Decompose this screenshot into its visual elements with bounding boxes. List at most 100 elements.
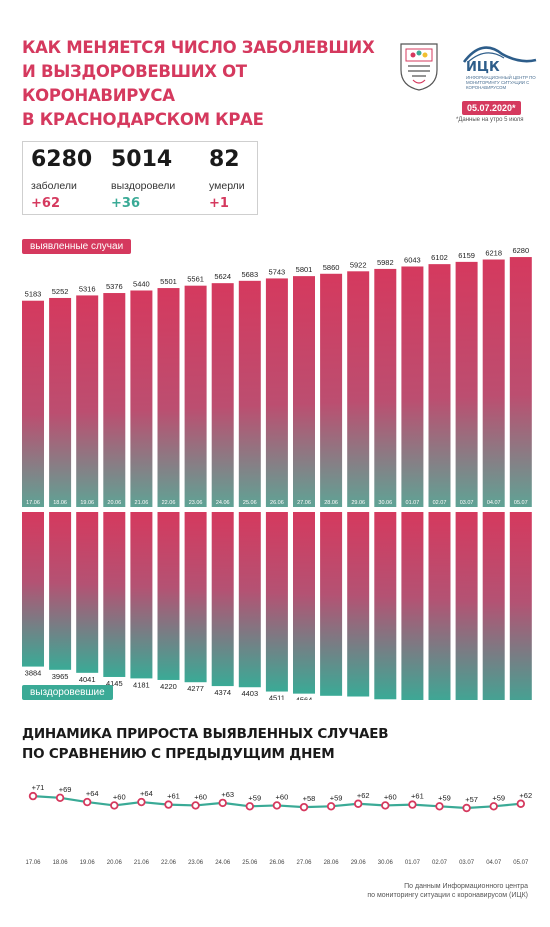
trend-date-label: 28.06 <box>324 860 340 866</box>
bar-date-label: 22.06 <box>162 500 176 506</box>
trend-point <box>516 799 525 808</box>
bar-recovered-value-label: 4181 <box>133 680 150 689</box>
bar-recovered <box>238 512 261 688</box>
stat-cases-delta: +62 <box>31 196 60 211</box>
bar-cases <box>455 261 478 507</box>
trend-point <box>326 802 336 811</box>
bar-cases <box>401 266 424 507</box>
trend-point <box>82 797 92 807</box>
bar-cases-value-label: 5252 <box>52 287 69 296</box>
bar-recovered <box>374 512 397 700</box>
trend-date-label: 20.06 <box>107 860 123 866</box>
trend-point <box>381 801 390 810</box>
bar-cases-value-label: 6218 <box>485 249 502 258</box>
trend-point <box>28 791 38 801</box>
bar-recovered-value-label: 4618 <box>323 698 340 700</box>
bar-cases <box>184 285 207 507</box>
cases-recovered-bar-chart: 5183 3884 17.06 5252 3965 18.06 5316 4041 19.06 5… <box>22 246 532 700</box>
bar-cases-value-label: 5860 <box>323 263 340 272</box>
bar-date-label: 24.06 <box>216 500 230 506</box>
bar-date-label: 21.06 <box>135 500 149 506</box>
trend-point <box>164 800 173 809</box>
bar-recovered <box>157 512 180 680</box>
bar-cases <box>76 295 99 507</box>
page-title: Как меняется число заболевших и выздоров… <box>22 36 402 132</box>
title-line-3: в Краснодарском крае <box>22 110 264 129</box>
stat-recovered-label: выздоровели <box>111 180 176 192</box>
trend-date-label: 17.06 <box>25 860 41 866</box>
trend-date-label: 26.06 <box>269 860 285 866</box>
trend-date-label: 04.07 <box>486 860 502 866</box>
stats-panel: 6280 заболели +62 5014 выздоровели +36 8… <box>22 141 258 215</box>
trend-point <box>489 802 498 811</box>
trend-point <box>137 797 146 807</box>
trend-value-label: +61 <box>167 792 180 801</box>
bar-date-label: 20.06 <box>107 500 121 506</box>
bar-cases-value-label: 5561 <box>187 275 204 284</box>
bar-recovered-value-label: 3884 <box>25 669 42 678</box>
bar-date-label: 04.07 <box>487 500 501 506</box>
bar-recovered <box>509 512 532 700</box>
logo-name: ИЦК <box>466 60 500 75</box>
bar-recovered-value-label: 4564 <box>296 696 313 700</box>
trend-value-label: +62 <box>357 791 370 800</box>
bar-recovered <box>184 512 207 683</box>
bar-cases-value-label: 6280 <box>512 246 529 255</box>
bar-date-label: 01.07 <box>406 500 420 506</box>
bar-recovered <box>103 512 126 677</box>
bar-date-label: 05.07 <box>514 500 528 506</box>
itsk-logo-icon <box>462 46 537 63</box>
bar-cases <box>482 259 505 507</box>
stat-cases: 6280 заболели +62 <box>31 148 92 212</box>
bar-cases-value-label: 6043 <box>404 255 421 264</box>
trend-value-label: +57 <box>465 795 478 804</box>
trend-value-label: +69 <box>59 785 72 794</box>
trend-value-label: +62 <box>519 791 532 800</box>
bar-recovered <box>22 512 44 667</box>
bar-cases-value-label: 5683 <box>241 270 258 279</box>
bar-recovered-value-label: 4511 <box>269 694 285 700</box>
bar-recovered-value-label: 3965 <box>52 672 69 681</box>
bar-recovered <box>211 512 234 687</box>
daily-increase-line-chart: +71 17.06 +69 18.06 +64 19.06 +60 20.06 +64 21.06… <box>25 783 532 866</box>
bar-date-label: 18.06 <box>53 500 67 506</box>
stat-deaths-delta: +1 <box>209 196 229 211</box>
bar-cases <box>347 271 370 507</box>
bar-cases-value-label: 5743 <box>269 267 286 276</box>
bar-recovered <box>265 512 288 692</box>
bar-recovered <box>293 512 315 694</box>
bar-recovered <box>455 512 478 700</box>
trend-date-label: 05.07 <box>513 860 529 866</box>
bar-cases <box>49 297 72 507</box>
trend-value-label: +60 <box>276 792 289 801</box>
date-badge: 05.07.2020* <box>462 101 521 115</box>
bar-cases-value-label: 6159 <box>458 251 475 260</box>
bar-recovered-value-label: 4220 <box>160 682 177 691</box>
bar-date-label: 28.06 <box>324 500 338 506</box>
trend-title: Динамика прироста выявленных случаев по … <box>22 724 389 764</box>
trend-date-label: 23.06 <box>188 860 204 866</box>
trend-point <box>462 803 471 813</box>
bar-cases-value-label: 5801 <box>296 265 313 274</box>
stat-deaths-label: умерли <box>209 180 245 192</box>
stat-deaths-value: 82 <box>209 147 240 172</box>
trend-point <box>55 793 65 802</box>
trend-date-label: 02.07 <box>432 860 448 866</box>
trend-date-label: 22.06 <box>161 860 177 866</box>
bar-date-label: 23.06 <box>189 500 203 506</box>
bar-recovered-value-label: 4041 <box>79 675 96 684</box>
trend-value-label: +60 <box>384 792 397 801</box>
bar-cases <box>509 257 532 507</box>
bar-date-label: 29.06 <box>351 500 365 506</box>
trend-date-label: 18.06 <box>53 860 69 866</box>
trend-value-label: +59 <box>492 793 505 802</box>
bar-date-label: 02.07 <box>433 500 447 506</box>
bar-recovered <box>130 512 153 679</box>
trend-date-label: 25.06 <box>242 860 258 866</box>
trend-date-label: 03.07 <box>459 860 475 866</box>
trend-date-label: 29.06 <box>351 860 367 866</box>
trend-point <box>408 800 417 809</box>
trend-value-label: +71 <box>32 783 45 792</box>
source-line-1: По данным Информационного центра <box>404 883 528 890</box>
bar-date-label: 19.06 <box>80 500 94 506</box>
